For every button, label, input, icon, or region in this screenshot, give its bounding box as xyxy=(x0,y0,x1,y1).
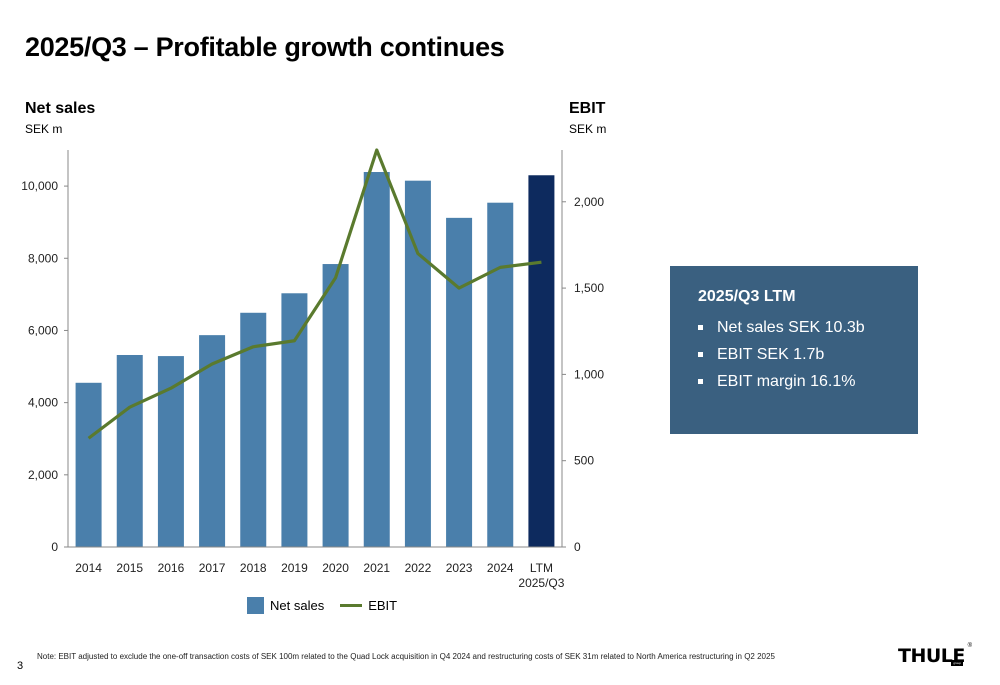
ebit-line xyxy=(87,148,542,440)
logo-group-tag: group xyxy=(951,660,963,666)
left-tick-label: 0 xyxy=(51,540,58,554)
net-sales-bar xyxy=(281,293,308,547)
x-tick-label: 2018 xyxy=(240,561,267,575)
left-tick-label: 10,000 xyxy=(21,179,58,193)
x-tick-label: 2017 xyxy=(199,561,226,575)
x-axis-labels: 2014 2015 2016 2017 2018 2019 2020 2021 2022 2023… xyxy=(75,561,565,590)
x-tick-label: 2020 xyxy=(322,561,349,575)
page-title: 2025/Q3 – Profitable growth continues xyxy=(25,32,505,62)
net-sales-bar xyxy=(157,356,184,547)
kpi-item: EBIT margin 16.1% xyxy=(698,368,918,395)
kpi-item-label: EBIT margin 16.1% xyxy=(717,373,856,390)
bullet-icon xyxy=(698,379,703,384)
right-axis-title: EBIT xyxy=(569,100,606,117)
right-tick-label: 1,500 xyxy=(574,281,604,295)
left-tick-label: 4,000 xyxy=(28,396,58,410)
chart-legend: Net sales EBIT xyxy=(247,597,397,614)
x-tick-label: LTM 2025/Q3 xyxy=(518,561,564,590)
bullet-icon xyxy=(698,325,703,330)
right-tick-label: 1,000 xyxy=(574,367,604,381)
legend-net-sales-label: Net sales xyxy=(270,598,325,613)
net-sales-bar xyxy=(446,217,473,548)
net-sales-bars xyxy=(68,172,562,548)
x-tick-label: 2014 xyxy=(75,561,102,575)
x-tick-label: 2016 xyxy=(158,561,185,575)
right-tick-label: 500 xyxy=(574,454,594,468)
kpi-item-label: EBIT SEK 1.7b xyxy=(717,346,825,363)
net-sales-bar xyxy=(404,180,431,547)
kpi-title: 2025/Q3 LTM xyxy=(698,288,796,305)
x-tick-label: 2023 xyxy=(446,561,473,575)
kpi-summary-box: 2025/Q3 LTM Net sales SEK 10.3b EBIT SEK… xyxy=(670,266,918,434)
right-tick-label: 0 xyxy=(574,540,581,554)
ebit-line-layer xyxy=(87,148,542,440)
kpi-list: Net sales SEK 10.3b EBIT SEK 1.7b EBIT m… xyxy=(698,314,918,395)
footnote: Note: EBIT adjusted to exclude the one-o… xyxy=(37,652,775,661)
kpi-item-label: Net sales SEK 10.3b xyxy=(717,319,865,336)
net-sales-bar xyxy=(75,382,102,547)
left-axis-unit: SEK m xyxy=(25,122,63,136)
x-tick-label: 2022 xyxy=(405,561,432,575)
x-tick-label: 2019 xyxy=(281,561,308,575)
x-tick-label: 2015 xyxy=(116,561,143,575)
registered-mark: ® xyxy=(967,643,972,649)
page-number: 3 xyxy=(17,660,24,672)
net-sales-bar xyxy=(322,264,349,547)
net-sales-bar xyxy=(487,202,514,547)
bullet-icon xyxy=(698,352,703,357)
legend-ebit-swatch xyxy=(340,604,363,607)
net-sales-bar xyxy=(116,354,143,547)
kpi-item: Net sales SEK 10.3b xyxy=(698,314,918,341)
left-axis: 0 2,000 4,000 6,000 8,000 10,000 xyxy=(21,150,69,554)
thule-logo: THULE group ® xyxy=(898,643,972,669)
kpi-item: EBIT SEK 1.7b xyxy=(698,341,918,368)
legend-ebit-label: EBIT xyxy=(368,598,398,613)
left-tick-label: 8,000 xyxy=(28,251,58,265)
net-sales-bar xyxy=(199,335,226,547)
logo-wordmark: THULE xyxy=(898,645,965,667)
legend-net-sales-swatch xyxy=(247,597,264,614)
right-axis-unit: SEK m xyxy=(569,122,607,136)
left-axis-title: Net sales xyxy=(25,100,96,117)
net-sales-bar xyxy=(363,172,390,548)
right-axis: 0 500 1,000 1,500 2,000 xyxy=(561,150,604,554)
left-tick-label: 2,000 xyxy=(28,468,58,482)
left-tick-label: 6,000 xyxy=(28,323,58,337)
right-tick-label: 2,000 xyxy=(574,195,604,209)
x-tick-label: 2021 xyxy=(363,561,390,575)
x-tick-label: 2024 xyxy=(487,561,514,575)
net-sales-bar xyxy=(528,175,555,547)
